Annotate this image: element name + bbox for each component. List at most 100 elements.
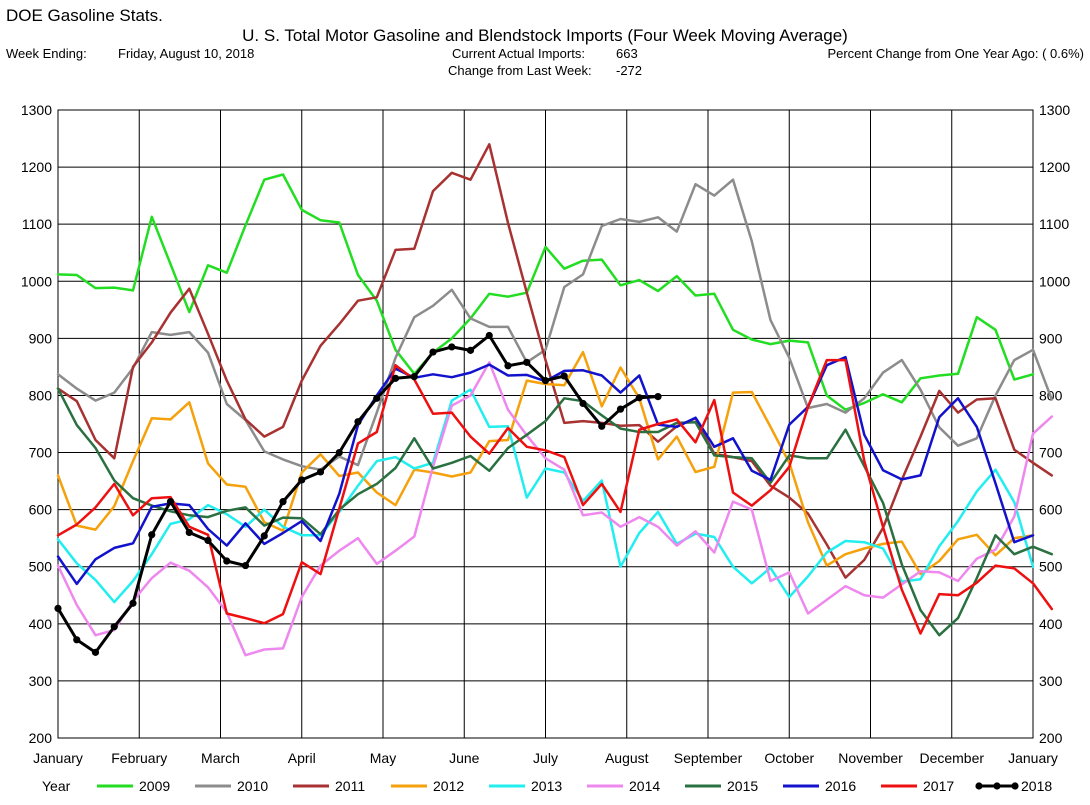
week-ending-value: Friday, August 10, 2018 (118, 46, 255, 61)
data-point-2018 (448, 343, 456, 351)
legend-label-2010: 2010 (237, 778, 268, 794)
y-tick-label-left: 1100 (22, 216, 52, 232)
y-tick-label-left: 600 (29, 502, 53, 518)
legend-label-2013: 2013 (531, 778, 562, 794)
data-point-2018 (335, 448, 343, 457)
y-tick-label-left: 1000 (21, 273, 52, 289)
y-tick-label-left: 200 (29, 730, 53, 746)
data-point-2018 (241, 561, 250, 570)
y-tick-label-left: 1300 (21, 102, 52, 118)
change-label: Change from Last Week: (448, 63, 592, 78)
legend-label-2014: 2014 (629, 778, 660, 794)
change-value: -272 (616, 63, 643, 78)
x-tick-label: March (201, 750, 240, 766)
y-tick-label-right: 500 (1039, 559, 1063, 575)
y-tick-label-left: 900 (29, 330, 53, 346)
legend-label-2011: 2011 (335, 778, 365, 794)
y-tick-label-right: 1200 (1039, 159, 1070, 175)
data-point-2018 (148, 531, 156, 539)
plot-border (57, 109, 1034, 739)
x-tick-label: June (449, 750, 480, 766)
series-line-2009 (56, 173, 1035, 411)
data-point-2018 (260, 532, 268, 540)
data-point-2018 (204, 536, 212, 545)
data-point-2018 (185, 528, 193, 537)
data-point-2018 (429, 348, 437, 356)
x-tick-label: May (370, 750, 396, 766)
y-tick-label-left: 700 (29, 445, 53, 461)
x-tick-label: August (605, 750, 649, 766)
y-tick-label-left: 300 (29, 673, 53, 689)
series-line-2011 (56, 143, 1054, 579)
data-point-2018 (166, 498, 175, 506)
current-imports-label: Current Actual Imports: (452, 46, 585, 61)
x-tick-label: February (111, 750, 167, 766)
data-point-2018 (73, 636, 81, 644)
data-point-2018 (91, 648, 100, 656)
x-tick-label: April (288, 750, 316, 766)
y-tick-label-right: 600 (1039, 502, 1063, 518)
data-point-2018 (373, 394, 381, 402)
y-tick-label-right: 1100 (1039, 216, 1069, 232)
data-point-2018 (466, 346, 475, 354)
legend-label-2016: 2016 (825, 778, 856, 794)
data-point-2018 (560, 372, 568, 380)
x-tick-label: December (919, 750, 984, 766)
legend-label-2012: 2012 (433, 778, 464, 794)
legend-marker-2018 (993, 782, 1001, 790)
legend-label-2017: 2017 (923, 778, 954, 794)
legend-title: Year (42, 778, 71, 794)
series-line-2010 (56, 178, 1054, 471)
data-point-2018 (110, 623, 118, 631)
x-tick-label: July (533, 750, 558, 766)
week-ending-label: Week Ending: (6, 46, 87, 61)
y-tick-label-right: 1000 (1039, 273, 1070, 289)
data-point-2018 (316, 468, 325, 476)
legend-marker-2018 (975, 782, 983, 790)
percent-change: Percent Change from One Year Ago: ( 0.6%… (827, 46, 1084, 61)
y-tick-label-right: 200 (1039, 730, 1063, 746)
data-point-2018 (504, 362, 512, 370)
y-tick-label-right: 400 (1039, 616, 1063, 632)
data-point-2018 (523, 358, 531, 366)
data-point-2018 (298, 476, 306, 484)
series-line-2017 (56, 358, 1054, 635)
data-point-2018 (129, 599, 137, 607)
y-tick-label-left: 800 (29, 387, 53, 403)
data-point-2018 (410, 373, 418, 381)
current-imports-value: 663 (616, 46, 638, 61)
x-tick-label: January (1008, 750, 1058, 766)
y-tick-label-right: 700 (1039, 445, 1063, 461)
y-tick-label-right: 1300 (1039, 102, 1070, 118)
data-point-2018 (635, 394, 643, 402)
x-tick-label: January (33, 750, 83, 766)
grid (57, 109, 1034, 739)
legend-label-2009: 2009 (139, 778, 170, 794)
series-lines (54, 143, 1054, 657)
x-tick-label: September (674, 750, 743, 766)
data-point-2018 (391, 374, 400, 382)
data-point-2018 (354, 418, 362, 426)
y-tick-label-left: 1200 (21, 159, 52, 175)
series-line-2015 (56, 387, 1054, 637)
data-point-2018 (598, 422, 606, 430)
legend-marker-2018 (1011, 782, 1019, 790)
series-line-2014 (56, 361, 1054, 657)
legend: Year 2009 2010 2011 2012 2013 2014 2015 2016 2017… (42, 778, 1052, 794)
series-line-2013 (56, 388, 1035, 604)
data-point-2018 (541, 377, 550, 385)
data-point-2018 (485, 331, 493, 340)
data-point-2018 (579, 399, 587, 408)
data-point-2018 (223, 557, 231, 565)
y-tick-label-right: 900 (1039, 330, 1063, 346)
data-point-2018 (616, 405, 625, 413)
data-point-2018 (654, 392, 662, 401)
app-title: DOE Gasoline Stats. (6, 6, 163, 25)
x-tick-label: November (838, 750, 903, 766)
data-point-2018 (54, 604, 62, 613)
chart-title: U. S. Total Motor Gasoline and Blendstoc… (242, 26, 848, 45)
x-tick-label: October (764, 750, 814, 766)
y-tick-label-right: 300 (1039, 673, 1063, 689)
